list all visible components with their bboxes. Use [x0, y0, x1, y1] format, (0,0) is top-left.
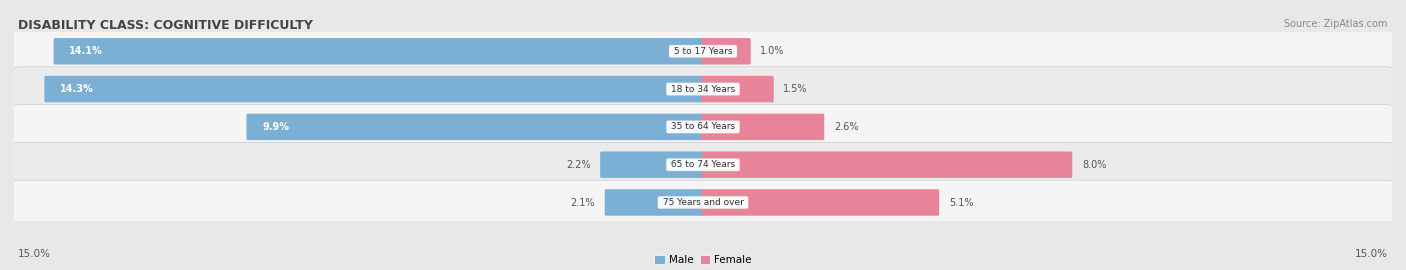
Text: 18 to 34 Years: 18 to 34 Years [668, 85, 738, 94]
Text: 15.0%: 15.0% [1355, 249, 1388, 259]
Text: 9.9%: 9.9% [262, 122, 290, 132]
FancyBboxPatch shape [702, 38, 751, 65]
Text: 35 to 64 Years: 35 to 64 Years [668, 122, 738, 131]
FancyBboxPatch shape [702, 114, 824, 140]
Legend: Male, Female: Male, Female [650, 251, 756, 269]
Text: Source: ZipAtlas.com: Source: ZipAtlas.com [1284, 19, 1388, 29]
FancyBboxPatch shape [246, 114, 704, 140]
Text: 75 Years and over: 75 Years and over [659, 198, 747, 207]
Text: 2.6%: 2.6% [834, 122, 859, 132]
Text: 65 to 74 Years: 65 to 74 Years [668, 160, 738, 169]
FancyBboxPatch shape [600, 151, 704, 178]
FancyBboxPatch shape [11, 67, 1395, 112]
Text: 2.1%: 2.1% [571, 197, 595, 208]
Text: 5.1%: 5.1% [949, 197, 973, 208]
FancyBboxPatch shape [11, 180, 1395, 225]
Text: DISABILITY CLASS: COGNITIVE DIFFICULTY: DISABILITY CLASS: COGNITIVE DIFFICULTY [18, 19, 314, 32]
Text: 1.0%: 1.0% [761, 46, 785, 56]
FancyBboxPatch shape [11, 29, 1395, 74]
FancyBboxPatch shape [11, 104, 1395, 149]
Text: 2.2%: 2.2% [565, 160, 591, 170]
FancyBboxPatch shape [702, 76, 773, 102]
FancyBboxPatch shape [53, 38, 704, 65]
Text: 14.1%: 14.1% [69, 46, 103, 56]
Text: 5 to 17 Years: 5 to 17 Years [671, 47, 735, 56]
Text: 8.0%: 8.0% [1083, 160, 1107, 170]
Text: 15.0%: 15.0% [18, 249, 51, 259]
FancyBboxPatch shape [702, 189, 939, 216]
FancyBboxPatch shape [45, 76, 704, 102]
FancyBboxPatch shape [11, 142, 1395, 187]
Text: 14.3%: 14.3% [60, 84, 94, 94]
FancyBboxPatch shape [605, 189, 704, 216]
Text: 1.5%: 1.5% [783, 84, 808, 94]
FancyBboxPatch shape [702, 151, 1073, 178]
